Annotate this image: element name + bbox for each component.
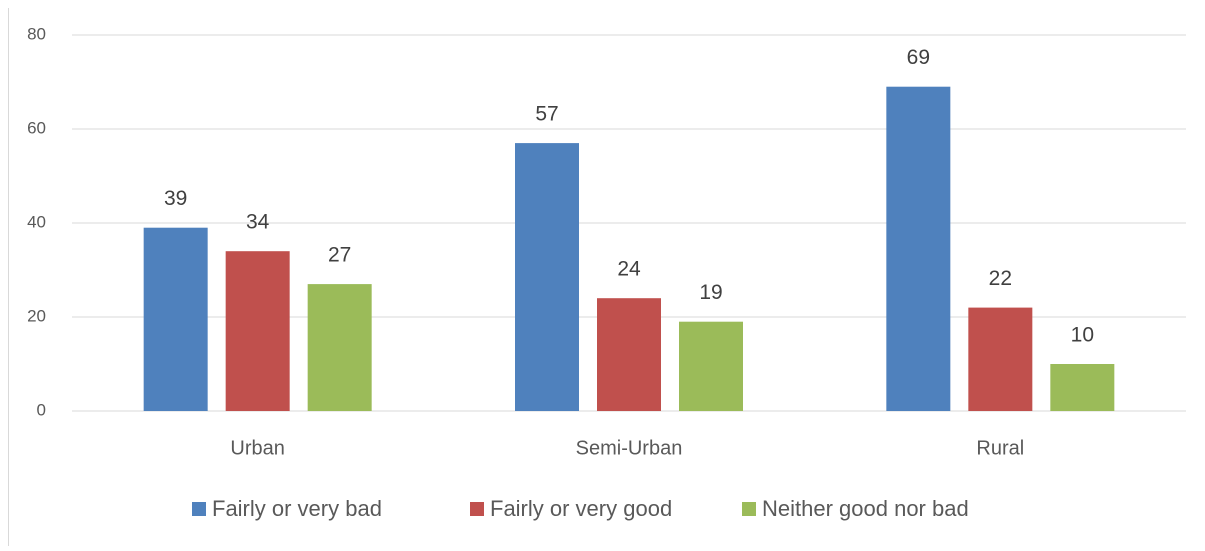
legend-label: Neither good nor bad [762, 496, 969, 521]
value-label: 27 [328, 244, 351, 267]
value-label: 57 [535, 103, 558, 126]
y-tick-label: 20 [27, 306, 46, 325]
value-label: 69 [907, 46, 930, 69]
bar [307, 284, 372, 411]
legend-swatch [742, 502, 756, 516]
y-tick-label: 60 [27, 118, 46, 137]
legend-swatch [192, 502, 206, 516]
legend-label: Fairly or very bad [212, 496, 382, 521]
value-label: 39 [164, 187, 187, 210]
bar [679, 321, 743, 411]
value-label: 19 [699, 281, 722, 304]
value-label: 34 [246, 211, 270, 234]
bar [225, 251, 290, 411]
bar [515, 143, 579, 411]
bar [1050, 364, 1115, 411]
x-tick-label: Rural [976, 437, 1024, 459]
y-tick-label: 40 [27, 212, 46, 231]
bar [597, 298, 661, 411]
y-tick-label: 80 [27, 24, 46, 43]
legend-swatch [470, 502, 484, 516]
bar [968, 307, 1033, 411]
x-tick-label: Semi-Urban [576, 437, 683, 459]
bar [886, 86, 951, 411]
value-label: 10 [1071, 324, 1094, 347]
x-tick-label: Urban [230, 437, 284, 459]
y-tick-label: 0 [37, 400, 46, 419]
value-label: 22 [989, 267, 1012, 290]
value-label: 24 [617, 258, 641, 281]
bar [143, 227, 208, 411]
legend-label: Fairly or very good [490, 496, 672, 521]
